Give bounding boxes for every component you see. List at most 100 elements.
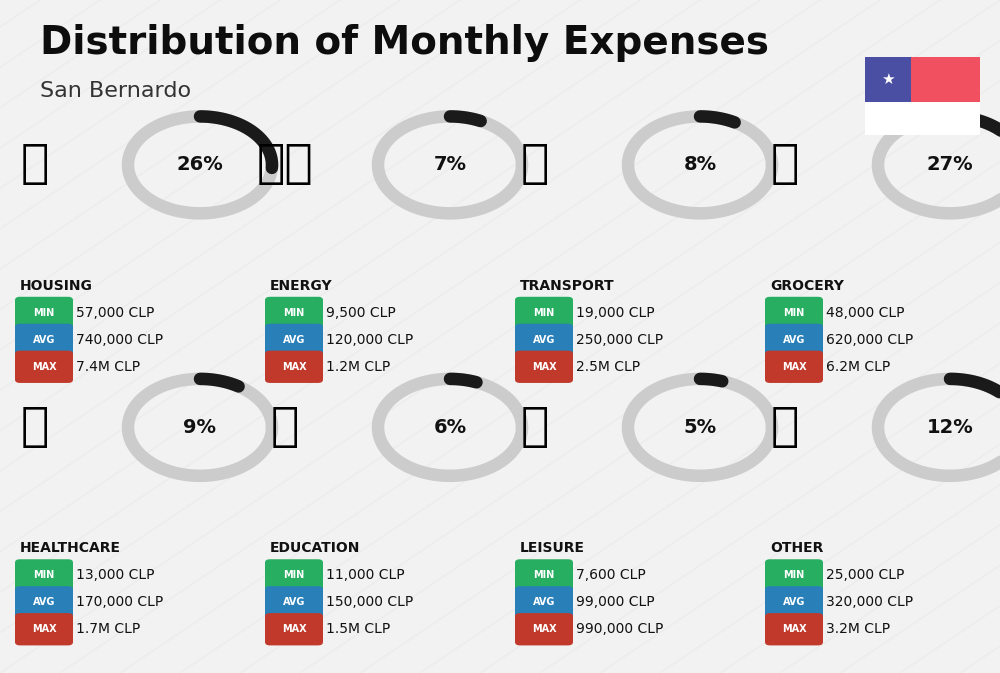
Text: AVG: AVG bbox=[33, 335, 55, 345]
Text: MIN: MIN bbox=[533, 308, 555, 318]
Text: AVG: AVG bbox=[783, 598, 805, 607]
FancyBboxPatch shape bbox=[765, 559, 823, 592]
Text: 2.5M CLP: 2.5M CLP bbox=[576, 360, 640, 374]
Text: 26%: 26% bbox=[177, 155, 223, 174]
FancyBboxPatch shape bbox=[765, 324, 823, 356]
Text: 8%: 8% bbox=[683, 155, 717, 174]
Text: 13,000 CLP: 13,000 CLP bbox=[76, 569, 154, 582]
FancyBboxPatch shape bbox=[515, 351, 573, 383]
Text: 48,000 CLP: 48,000 CLP bbox=[826, 306, 905, 320]
FancyBboxPatch shape bbox=[15, 351, 73, 383]
Text: 990,000 CLP: 990,000 CLP bbox=[576, 623, 663, 636]
Text: MIN: MIN bbox=[283, 571, 305, 580]
FancyBboxPatch shape bbox=[265, 297, 323, 329]
Text: 9,500 CLP: 9,500 CLP bbox=[326, 306, 396, 320]
Text: EDUCATION: EDUCATION bbox=[270, 542, 360, 555]
FancyBboxPatch shape bbox=[15, 559, 73, 592]
Text: TRANSPORT: TRANSPORT bbox=[520, 279, 615, 293]
Text: MAX: MAX bbox=[782, 362, 806, 371]
Text: HOUSING: HOUSING bbox=[20, 279, 93, 293]
Text: 💼: 💼 bbox=[771, 405, 799, 450]
Text: 99,000 CLP: 99,000 CLP bbox=[576, 596, 655, 609]
Text: 🏥: 🏥 bbox=[21, 405, 49, 450]
Text: 27%: 27% bbox=[927, 155, 973, 174]
FancyBboxPatch shape bbox=[865, 57, 911, 102]
Text: AVG: AVG bbox=[283, 598, 305, 607]
Text: ★: ★ bbox=[881, 72, 895, 87]
FancyBboxPatch shape bbox=[765, 613, 823, 645]
FancyBboxPatch shape bbox=[15, 297, 73, 329]
FancyBboxPatch shape bbox=[15, 613, 73, 645]
Text: ENERGY: ENERGY bbox=[270, 279, 333, 293]
FancyBboxPatch shape bbox=[865, 102, 980, 135]
Text: MAX: MAX bbox=[282, 625, 306, 634]
Text: MAX: MAX bbox=[32, 625, 56, 634]
Text: 57,000 CLP: 57,000 CLP bbox=[76, 306, 154, 320]
Text: OTHER: OTHER bbox=[770, 542, 823, 555]
Text: 1.2M CLP: 1.2M CLP bbox=[326, 360, 390, 374]
Text: MIN: MIN bbox=[33, 308, 55, 318]
FancyBboxPatch shape bbox=[515, 586, 573, 618]
Text: AVG: AVG bbox=[533, 598, 555, 607]
Text: 7,600 CLP: 7,600 CLP bbox=[576, 569, 646, 582]
Text: 250,000 CLP: 250,000 CLP bbox=[576, 333, 663, 347]
FancyBboxPatch shape bbox=[265, 324, 323, 356]
FancyBboxPatch shape bbox=[765, 297, 823, 329]
Text: 3.2M CLP: 3.2M CLP bbox=[826, 623, 890, 636]
Text: 320,000 CLP: 320,000 CLP bbox=[826, 596, 913, 609]
Text: 120,000 CLP: 120,000 CLP bbox=[326, 333, 413, 347]
Text: 12%: 12% bbox=[927, 418, 973, 437]
Text: MIN: MIN bbox=[533, 571, 555, 580]
Text: 25,000 CLP: 25,000 CLP bbox=[826, 569, 904, 582]
Text: 9%: 9% bbox=[184, 418, 216, 437]
Text: San Bernardo: San Bernardo bbox=[40, 81, 191, 101]
Text: 1.7M CLP: 1.7M CLP bbox=[76, 623, 140, 636]
Text: 6%: 6% bbox=[433, 418, 467, 437]
Text: GROCERY: GROCERY bbox=[770, 279, 844, 293]
Text: MIN: MIN bbox=[33, 571, 55, 580]
Text: MIN: MIN bbox=[783, 308, 805, 318]
Text: AVG: AVG bbox=[533, 335, 555, 345]
FancyBboxPatch shape bbox=[765, 586, 823, 618]
FancyBboxPatch shape bbox=[515, 559, 573, 592]
Text: 19,000 CLP: 19,000 CLP bbox=[576, 306, 655, 320]
Text: MAX: MAX bbox=[782, 625, 806, 634]
Text: LEISURE: LEISURE bbox=[520, 542, 585, 555]
Text: 🛒: 🛒 bbox=[771, 143, 799, 187]
Text: 7%: 7% bbox=[434, 155, 466, 174]
Text: 🏢: 🏢 bbox=[21, 143, 49, 187]
FancyBboxPatch shape bbox=[515, 324, 573, 356]
Text: AVG: AVG bbox=[783, 335, 805, 345]
Text: 🎓: 🎓 bbox=[271, 405, 299, 450]
FancyBboxPatch shape bbox=[265, 559, 323, 592]
Text: 620,000 CLP: 620,000 CLP bbox=[826, 333, 913, 347]
Text: Distribution of Monthly Expenses: Distribution of Monthly Expenses bbox=[40, 24, 769, 61]
Text: HEALTHCARE: HEALTHCARE bbox=[20, 542, 121, 555]
FancyBboxPatch shape bbox=[15, 586, 73, 618]
Text: 1.5M CLP: 1.5M CLP bbox=[326, 623, 390, 636]
Text: 6.2M CLP: 6.2M CLP bbox=[826, 360, 890, 374]
Text: MIN: MIN bbox=[283, 308, 305, 318]
Text: MAX: MAX bbox=[282, 362, 306, 371]
Text: 🔌🏠: 🔌🏠 bbox=[257, 143, 313, 187]
FancyBboxPatch shape bbox=[265, 586, 323, 618]
FancyBboxPatch shape bbox=[765, 351, 823, 383]
Text: MAX: MAX bbox=[32, 362, 56, 371]
Text: 740,000 CLP: 740,000 CLP bbox=[76, 333, 163, 347]
Text: 170,000 CLP: 170,000 CLP bbox=[76, 596, 163, 609]
Text: 7.4M CLP: 7.4M CLP bbox=[76, 360, 140, 374]
Text: MAX: MAX bbox=[532, 362, 556, 371]
Text: MIN: MIN bbox=[783, 571, 805, 580]
Text: MAX: MAX bbox=[532, 625, 556, 634]
FancyBboxPatch shape bbox=[515, 297, 573, 329]
FancyBboxPatch shape bbox=[515, 613, 573, 645]
FancyBboxPatch shape bbox=[265, 613, 323, 645]
Text: AVG: AVG bbox=[283, 335, 305, 345]
Text: 🛍️: 🛍️ bbox=[521, 405, 549, 450]
FancyBboxPatch shape bbox=[911, 57, 980, 102]
FancyBboxPatch shape bbox=[15, 324, 73, 356]
FancyBboxPatch shape bbox=[265, 351, 323, 383]
Text: 5%: 5% bbox=[683, 418, 717, 437]
Text: 11,000 CLP: 11,000 CLP bbox=[326, 569, 405, 582]
Text: 🚌: 🚌 bbox=[521, 143, 549, 187]
